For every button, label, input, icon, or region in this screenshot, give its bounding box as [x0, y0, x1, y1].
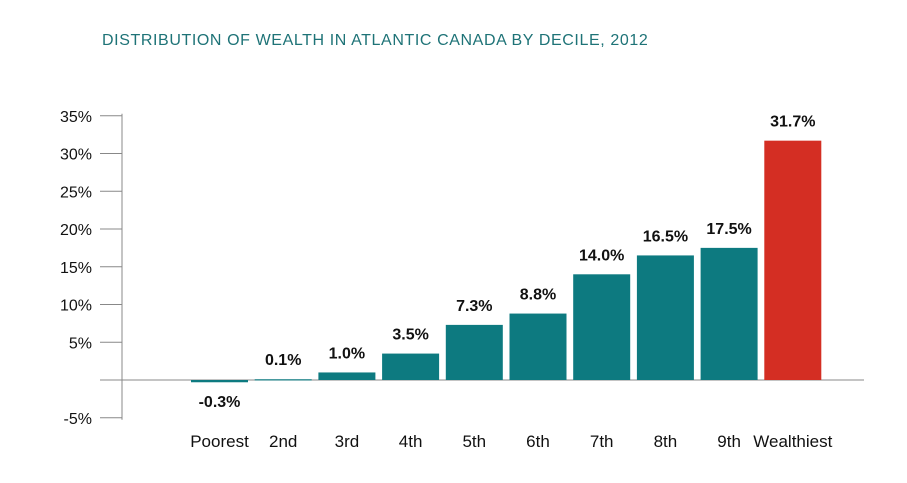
data-label: 3.5% [392, 327, 428, 344]
labels: -0.3% Poorest 0.1% 2nd 1.0% 3rd 3.5% 4th 7.3% 5th… [190, 114, 832, 451]
bar-wealthiest [764, 140, 822, 380]
y-tick-label: 5% [69, 335, 92, 352]
data-label: 31.7% [770, 114, 815, 131]
bar-8th [636, 255, 694, 380]
y-tick-label: 25% [60, 184, 92, 201]
data-label: 8.8% [520, 287, 556, 304]
bar-2nd [254, 379, 312, 381]
bar-9th [700, 247, 758, 380]
x-tick-label: 6th [526, 432, 550, 451]
y-tick-label: 30% [60, 147, 92, 164]
x-tick-label: 5th [462, 432, 486, 451]
data-label: -0.3% [199, 394, 241, 411]
x-tick-label: 3rd [335, 432, 360, 451]
y-tick-label: -5% [64, 411, 92, 428]
chart-title: DISTRIBUTION OF WEALTH IN ATLANTIC CANAD… [102, 32, 649, 49]
bar-3rd [318, 372, 376, 380]
y-tick-label: 15% [60, 260, 92, 277]
y-axis: -5% 5% 10% 15% 20% 25% 30% 35% [60, 109, 864, 428]
bar-7th [573, 274, 631, 380]
bar-4th [382, 353, 440, 380]
x-tick-label: 8th [654, 432, 678, 451]
x-tick-label: Wealthiest [753, 432, 832, 451]
data-label: 16.5% [643, 228, 688, 245]
bars [191, 140, 822, 383]
bar-5th [445, 324, 503, 380]
x-tick-label: 9th [717, 432, 741, 451]
y-tick-label: 20% [60, 222, 92, 239]
y-tick-label: 35% [60, 109, 92, 126]
x-tick-label: 2nd [269, 432, 297, 451]
y-tick-label: 10% [60, 298, 92, 315]
bar-poorest [191, 380, 248, 383]
data-label: 14.0% [579, 247, 624, 264]
x-tick-label: 4th [399, 432, 423, 451]
x-tick-label: Poorest [190, 432, 249, 451]
bar-6th [509, 313, 567, 380]
data-label: 1.0% [329, 345, 365, 362]
data-label: 7.3% [456, 298, 492, 315]
data-label: 17.5% [706, 221, 751, 238]
data-label: 0.1% [265, 352, 301, 369]
x-tick-label: 7th [590, 432, 614, 451]
